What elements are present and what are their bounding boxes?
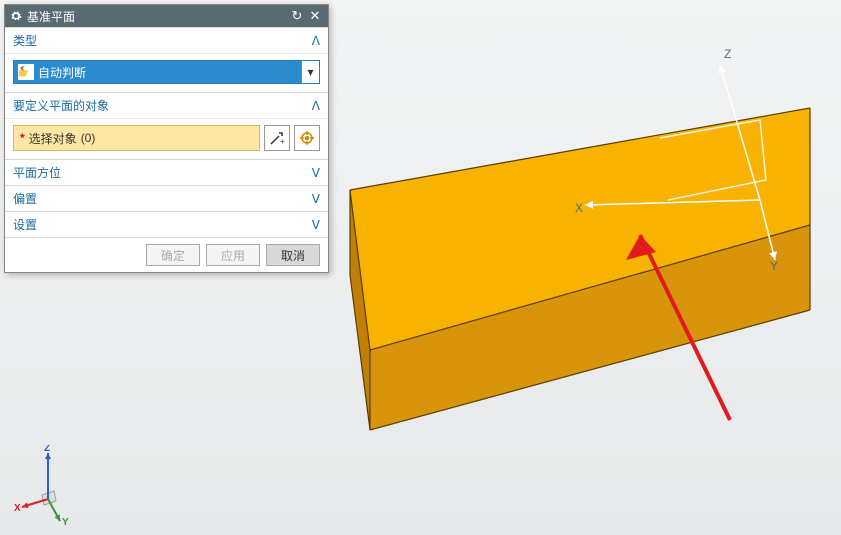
chevron-down-icon: ᐯ <box>312 166 320 180</box>
box-front-face <box>370 225 810 430</box>
section-label-type: 类型 <box>13 32 37 49</box>
datum-plane-dialog: 基准平面 ↻ ✕ 类型 ᐱ 自动判断 ▾ 要定义平面的对象 ᐱ <box>4 4 329 273</box>
reset-icon[interactable]: ↻ <box>288 8 306 24</box>
section-label-settings: 设置 <box>13 216 37 233</box>
section-label-orient: 平面方位 <box>13 164 61 181</box>
required-asterisk-icon: * <box>20 131 25 145</box>
select-object-label: 选择对象 <box>29 130 77 147</box>
section-header-settings[interactable]: 设置 ᐯ <box>5 211 328 237</box>
type-dropdown[interactable]: 自动判断 ▾ <box>13 60 320 84</box>
dialog-title: 基准平面 <box>27 8 288 25</box>
chevron-up-icon: ᐱ <box>312 99 320 113</box>
box-edges <box>350 108 810 430</box>
viewport-3d[interactable]: Z X Y X Y Z 基准平面 ↻ ✕ 类型 ᐱ <box>0 0 841 535</box>
inferred-icon <box>18 64 34 80</box>
orientation-triad[interactable]: X Y Z <box>14 445 84 525</box>
section-body-type: 自动判断 ▾ <box>5 53 328 92</box>
section-header-type[interactable]: 类型 ᐱ <box>5 27 328 53</box>
cancel-button[interactable]: 取消 <box>266 244 320 266</box>
close-icon[interactable]: ✕ <box>306 8 324 24</box>
svg-text:Z: Z <box>724 47 731 61</box>
chevron-down-icon: ᐯ <box>312 192 320 206</box>
annotation-arrow <box>626 235 730 420</box>
svg-text:Y: Y <box>770 259 778 273</box>
chevron-down-icon: ᐯ <box>312 218 320 232</box>
svg-text:Y: Y <box>62 517 69 525</box>
work-csys: Z X Y <box>575 47 778 273</box>
svg-text:X: X <box>575 201 583 215</box>
section-body-objects: * 选择对象 (0) + <box>5 118 328 159</box>
section-header-offset[interactable]: 偏置 ᐯ <box>5 185 328 211</box>
gear-icon <box>9 9 23 23</box>
dialog-footer: 确定 应用 取消 <box>5 237 328 272</box>
box-top-face <box>350 108 810 350</box>
chevron-up-icon: ᐱ <box>312 34 320 48</box>
select-object-count: (0) <box>81 131 96 145</box>
ok-button[interactable]: 确定 <box>146 244 200 266</box>
select-object-field[interactable]: * 选择对象 (0) <box>13 125 260 151</box>
svg-text:X: X <box>14 503 21 514</box>
section-label-offset: 偏置 <box>13 190 37 207</box>
select-add-button[interactable]: + <box>264 125 290 151</box>
chevron-down-icon[interactable]: ▾ <box>301 61 319 83</box>
apply-button[interactable]: 应用 <box>206 244 260 266</box>
svg-text:+: + <box>280 137 285 146</box>
type-dropdown-value: 自动判断 <box>38 64 86 81</box>
csys-cube <box>660 120 766 200</box>
svg-text:Z: Z <box>44 445 50 454</box>
dialog-titlebar[interactable]: 基准平面 ↻ ✕ <box>5 5 328 27</box>
select-target-button[interactable] <box>294 125 320 151</box>
section-header-orient[interactable]: 平面方位 ᐯ <box>5 159 328 185</box>
section-header-objects[interactable]: 要定义平面的对象 ᐱ <box>5 92 328 118</box>
box-side-face <box>350 190 370 430</box>
section-label-objects: 要定义平面的对象 <box>13 97 109 114</box>
